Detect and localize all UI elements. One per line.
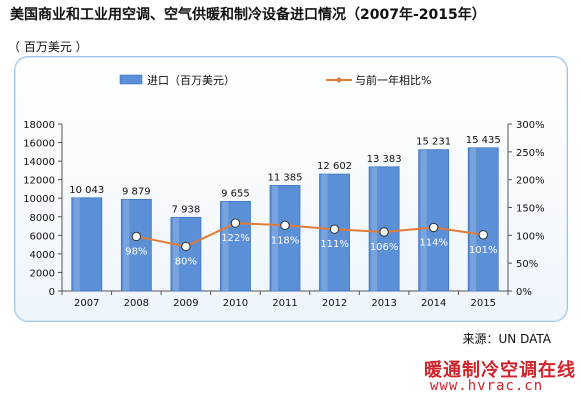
bar-value-label: 9 655 [221,188,250,199]
series-line [136,222,484,248]
bar-value-label: 12 602 [317,161,352,172]
bar-value-label: 9 879 [122,186,151,197]
y-right-tick-label: 300% [516,120,545,131]
bar [220,201,251,292]
line-value-label: 80% [175,256,197,267]
watermark-url: www.hvrac.cn [430,378,544,394]
source-label: 来源：UN DATA [462,332,552,346]
y-left-tick-label: 18000 [23,120,55,131]
y-left-tick-label: 6000 [30,231,55,242]
bar-value-label: 10 043 [69,185,104,196]
line-point [230,218,241,228]
bar-highlight [470,147,477,291]
bar [269,184,301,292]
bar-value-label: 15 435 [466,135,501,146]
line-point [478,230,488,240]
watermark-logo: 暖通制冷空调在线 [424,360,576,381]
line-point [329,224,340,234]
y-left-tick-label: 0 [49,287,55,298]
bar-highlight [371,166,378,291]
legend-bar-swatch [119,74,143,85]
y-right-tick-label: 150% [516,204,545,215]
line-point [280,220,290,231]
bar-value-label: 13 383 [367,154,402,165]
y-right-tick-label: 250% [516,148,545,159]
bar-value-label: 11 385 [268,172,303,183]
y-right-tick-label: 200% [516,176,545,187]
y-right-tick-label: 0% [516,287,532,298]
x-tick-label: 2014 [421,298,446,309]
line-point [181,241,191,252]
line-value-label: 111% [320,239,349,250]
line-point [428,222,439,233]
y-left-tick-label: 4000 [30,250,55,261]
bar-highlight [123,199,130,291]
y-right-tick-label: 100% [516,231,545,242]
bar-highlight [222,201,229,291]
legend-bar-label: 进口（百万美元） [147,74,235,87]
bar [467,147,499,292]
line-point [379,227,389,237]
y-left-tick-label: 14000 [23,157,55,168]
chart-title: 美国商业和工业用空调、空气供暖和制冷设备进口情况（2007年-2015年） [10,7,486,23]
line-value-label: 114% [419,238,448,249]
y-right-tick-label: 50% [516,259,538,270]
y-left-tick-label: 10000 [23,194,55,205]
y-left-tick-label: 16000 [23,139,55,150]
x-tick-label: 2013 [371,298,396,309]
line-value-label: 118% [271,235,300,246]
line-value-label: 98% [125,246,147,257]
line-value-label: 101% [469,245,498,256]
x-tick-label: 2007 [74,298,99,309]
unit-label: （ 百万美元 ） [8,40,88,54]
bar-highlight [420,149,427,291]
legend-line-marker [336,77,342,83]
bar-highlight [321,174,328,291]
bar [170,216,202,292]
x-tick-label: 2008 [124,298,149,309]
x-tick-label: 2012 [322,298,347,309]
x-tick-label: 2011 [272,298,297,309]
bar-value-label: 7 938 [172,204,201,215]
y-left-tick-label: 8000 [30,213,55,224]
bar [120,198,152,292]
y-left-tick-label: 2000 [30,268,55,279]
line-value-label: 106% [370,242,399,253]
bar [418,149,450,292]
bar-highlight [172,217,179,291]
bar-value-label: 15 231 [416,137,451,148]
bar [71,197,103,292]
legend-line-label: 与前一年相比% [355,73,431,87]
x-tick-label: 2010 [223,298,248,309]
y-left-tick-label: 12000 [23,176,55,187]
bar-highlight [73,197,80,291]
bar-highlight [272,185,278,291]
x-tick-label: 2009 [173,298,198,309]
line-value-label: 122% [221,233,250,244]
x-tick-label: 2015 [470,298,495,309]
line-point [131,231,142,242]
